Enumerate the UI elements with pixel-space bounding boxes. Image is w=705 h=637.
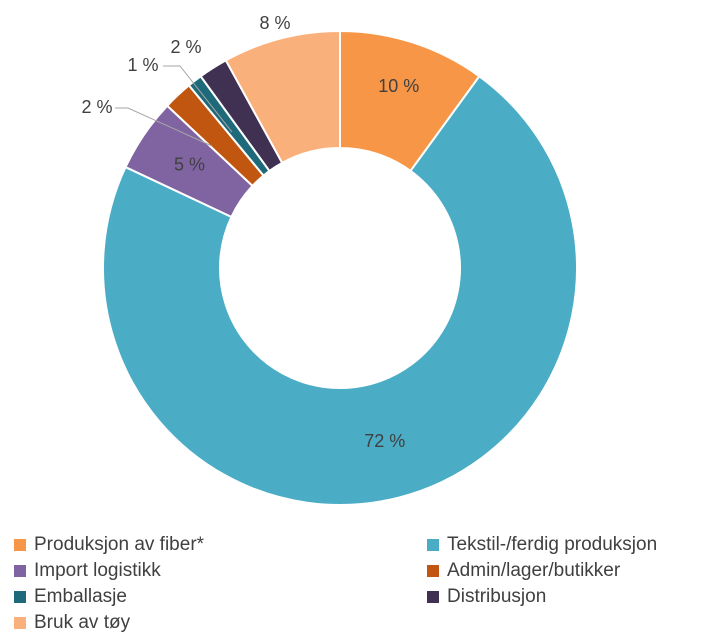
data-label-import-logistikk: 5 %: [174, 154, 205, 174]
legend-swatch: [14, 591, 26, 603]
slice-bruk-av-toy: [224, 29, 341, 165]
legend-label: Produksjon av fiber*: [34, 534, 205, 555]
legend-label: Emballasje: [34, 586, 127, 607]
legend-label: Distribusjon: [447, 586, 547, 607]
donut-slices: [102, 29, 578, 506]
legend-swatch: [14, 565, 26, 577]
data-label-emballasje: 1 %: [127, 55, 158, 75]
legend-label: Bruk av tøy: [34, 612, 131, 633]
legend-label: Import logistikk: [34, 560, 161, 581]
leader-line-admin-lager-butikker: [115, 107, 213, 147]
legend-label: Tekstil-/ferdig produksjon: [447, 534, 658, 555]
leader-lines: [115, 65, 233, 147]
data-labels: 10 % 72 % 5 % 2 % 1 % 2 % 8 %: [81, 13, 419, 451]
data-label-produksjon-av-fiber: 10 %: [378, 76, 419, 96]
chart-legend: Produksjon av fiber* Tekstil-/ferdig prod…: [14, 533, 705, 637]
data-label-admin-lager-butikker: 2 %: [81, 97, 112, 117]
leader-line-emballasje: [163, 65, 233, 133]
legend-swatch: [14, 617, 26, 629]
legend-item-produksjon-av-fiber: Produksjon av fiber*: [14, 533, 204, 557]
legend-swatch: [427, 565, 439, 577]
legend-item-tekstil-ferdig-produksjon: Tekstil-/ferdig produksjon: [427, 533, 657, 557]
legend-item-admin-lager-butikker: Admin/lager/butikker: [427, 559, 620, 583]
legend-item-bruk-av-toy: Bruk av tøy: [14, 611, 130, 635]
legend-swatch: [427, 539, 439, 551]
data-label-bruk-av-toy: 8 %: [259, 13, 290, 33]
legend-item-distribusjon: Distribusjon: [427, 585, 546, 609]
data-label-distribusjon: 2 %: [170, 37, 201, 57]
legend-swatch: [427, 591, 439, 603]
legend-swatch: [14, 539, 26, 551]
legend-item-import-logistikk: Import logistikk: [14, 559, 161, 583]
legend-label: Admin/lager/butikker: [447, 560, 621, 581]
legend-item-emballasje: Emballasje: [14, 585, 127, 609]
data-label-tekstil-ferdig-produksjon: 72 %: [364, 431, 405, 451]
slice-tekstil-ferdig-produksjon: [102, 74, 578, 506]
